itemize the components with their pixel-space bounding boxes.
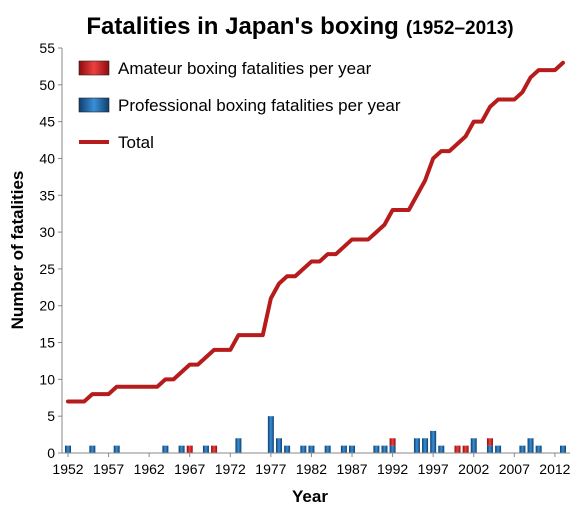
- chart-subtitle: (1952–2013): [406, 18, 514, 39]
- professional-bar: [430, 430, 437, 453]
- x-tick-label: 1962: [134, 461, 165, 477]
- professional-bar: [202, 445, 209, 453]
- professional-bar: [495, 445, 502, 453]
- y-tick-label: 50: [39, 77, 55, 93]
- professional-bar: [113, 445, 120, 453]
- x-tick-label: 1982: [296, 461, 327, 477]
- amateur-bar: [389, 438, 396, 446]
- x-axis-title: Year: [292, 487, 328, 506]
- x-tick-label: 1952: [52, 461, 83, 477]
- professional-bar: [235, 438, 242, 453]
- y-tick-label: 20: [39, 298, 55, 314]
- y-tick-label: 30: [39, 224, 55, 240]
- y-tick-label: 0: [47, 445, 55, 461]
- x-axis-ticks: 1952 1957 1962 1967 1972 1977 1982 1987 1992 1997…: [52, 453, 571, 477]
- professional-bar: [267, 416, 274, 453]
- professional-bar: [324, 445, 331, 453]
- professional-bar: [162, 445, 169, 453]
- y-tick-label: 15: [39, 335, 55, 351]
- professional-bar: [527, 438, 534, 453]
- legend-label: Professional boxing fatalities per year: [118, 96, 401, 115]
- y-tick-label: 5: [47, 408, 55, 424]
- professional-bar: [560, 445, 566, 453]
- y-tick-label: 55: [39, 40, 55, 56]
- professional-bar: [413, 438, 420, 453]
- x-tick-label: 1997: [418, 461, 449, 477]
- x-tick-label: 1987: [336, 461, 367, 477]
- x-tick-label: 2002: [458, 461, 489, 477]
- professional-bar: [486, 445, 493, 453]
- x-tick-label: 1972: [215, 461, 246, 477]
- professional-bar: [300, 445, 307, 453]
- professional-bar: [89, 445, 96, 453]
- amateur-bar: [211, 445, 218, 453]
- legend-swatch: [78, 60, 110, 76]
- professional-bar: [284, 445, 291, 453]
- professional-bar: [438, 445, 445, 453]
- legend: Amateur boxing fatalities per year Profes…: [78, 59, 401, 152]
- x-tick-label: 1977: [255, 461, 286, 477]
- amateur-bar: [454, 445, 461, 453]
- y-tick-label: 45: [39, 114, 55, 130]
- legend-label: Amateur boxing fatalities per year: [118, 59, 372, 78]
- x-tick-label: 1967: [174, 461, 205, 477]
- x-tick-label: 2012: [539, 461, 570, 477]
- professional-bar: [535, 445, 542, 453]
- professional-bar: [422, 438, 429, 453]
- professional-bar: [519, 445, 526, 453]
- amateur-bar: [486, 438, 493, 446]
- professional-bar: [381, 445, 388, 453]
- legend-label: Total: [118, 133, 154, 152]
- line-layer: [66, 60, 565, 404]
- amateur-bar: [462, 445, 469, 453]
- professional-bar: [340, 445, 347, 453]
- x-tick-label: 2007: [499, 461, 530, 477]
- legend-swatch: [78, 97, 110, 113]
- y-tick-label: 25: [39, 261, 55, 277]
- professional-bar: [275, 438, 282, 453]
- chart-title: Fatalities in Japan's boxing (1952–2013): [86, 13, 513, 40]
- professional-bar: [178, 445, 185, 453]
- professional-bar: [389, 445, 396, 453]
- professional-bar: [308, 445, 315, 453]
- y-axis-title: Number of fatalities: [8, 171, 27, 330]
- professional-bar: [349, 445, 356, 453]
- professional-bar: [470, 438, 477, 453]
- x-tick-label: 1992: [377, 461, 408, 477]
- professional-bar: [65, 445, 71, 453]
- y-tick-label: 40: [39, 150, 55, 166]
- y-tick-label: 10: [39, 371, 55, 387]
- y-tick-label: 35: [39, 187, 55, 203]
- total-line: [66, 60, 565, 404]
- bars-layer: [65, 416, 566, 453]
- professional-bar: [373, 445, 380, 453]
- y-axis-ticks: 0 5 10 15 20 25 30 35 40 45 50 55: [39, 40, 62, 461]
- amateur-bar: [186, 445, 193, 453]
- x-tick-label: 1957: [93, 461, 124, 477]
